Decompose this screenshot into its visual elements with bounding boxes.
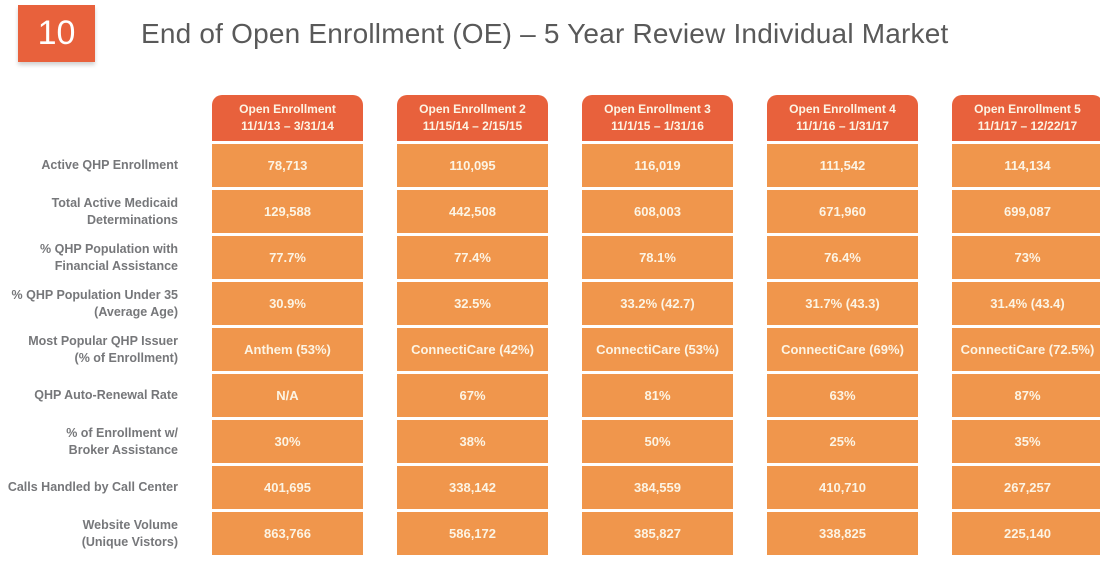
table-cell: 67% [397,374,548,417]
row-label: Calls Handled by Call Center [7,480,178,495]
table-cell: 31.4% (43.4) [952,282,1100,325]
row-label: QHP Auto-Renewal Rate [34,388,178,403]
row-label: Total Active Medicaid Determinations [51,195,178,227]
table-row-active-qhp-enrollment: Active QHP Enrollment 78,713 110,095 116… [0,144,1100,187]
table-cell: 111,542 [767,144,918,187]
table-cell: 38% [397,420,548,463]
table-cell: 87% [952,374,1100,417]
table-cell: 30% [212,420,363,463]
table-cell: 338,825 [767,512,918,555]
table-cell: 114,134 [952,144,1100,187]
table-cell: 401,695 [212,466,363,509]
table-cell: 81% [582,374,733,417]
column-title: Open Enrollment 5 [974,102,1081,117]
table-cell: 77.4% [397,236,548,279]
table-cell: 110,095 [397,144,548,187]
open-enrollment-table: Open Enrollment 11/1/13 – 3/31/14 Open E… [0,95,1100,558]
table-cell: 31.7% (43.3) [767,282,918,325]
table-cell: 267,257 [952,466,1100,509]
table-cell: ConnectiCare (69%) [767,328,918,371]
table-row-medicaid-determinations: Total Active Medicaid Determinations 129… [0,190,1100,233]
table-cell: ConnectiCare (53%) [582,328,733,371]
table-cell: 30.9% [212,282,363,325]
table-cell: 671,960 [767,190,918,233]
table-cell: 586,172 [397,512,548,555]
table-cell: 608,003 [582,190,733,233]
table-cell: 73% [952,236,1100,279]
table-row-call-center: Calls Handled by Call Center 401,695 338… [0,466,1100,509]
column-title: Open Enrollment 4 [789,102,896,117]
table-cell: 699,087 [952,190,1100,233]
row-label: % of Enrollment w/ Broker Assistance [66,425,178,457]
row-label: Active QHP Enrollment [41,158,178,173]
table-cell: 78,713 [212,144,363,187]
table-cell: 63% [767,374,918,417]
table-cell: 77.7% [212,236,363,279]
table-cell: 338,142 [397,466,548,509]
table-cell: 35% [952,420,1100,463]
table-cell: 385,827 [582,512,733,555]
table-row-financial-assistance: % QHP Population with Financial Assistan… [0,236,1100,279]
table-row-auto-renewal: QHP Auto-Renewal Rate N/A 67% 81% 63% 87… [0,374,1100,417]
column-dates: 11/15/14 – 2/15/15 [422,119,523,133]
table-cell: 384,559 [582,466,733,509]
row-label: Most Popular QHP Issuer (% of Enrollment… [28,333,178,365]
table-cell: 442,508 [397,190,548,233]
column-header-oe2: Open Enrollment 2 11/15/14 – 2/15/15 [397,95,548,141]
table-cell: 116,019 [582,144,733,187]
column-title: Open Enrollment 3 [604,102,711,117]
table-cell: 32.5% [397,282,548,325]
table-row-popular-issuer: Most Popular QHP Issuer (% of Enrollment… [0,328,1100,371]
table-cell: ConnectiCare (42%) [397,328,548,371]
row-label: Website Volume (Unique Vistors) [81,517,178,549]
table-row-broker-assistance: % of Enrollment w/ Broker Assistance 30%… [0,420,1100,463]
table-cell: 50% [582,420,733,463]
table-cell: Anthem (53%) [212,328,363,371]
table-cell: 410,710 [767,466,918,509]
slide-title: End of Open Enrollment (OE) – 5 Year Rev… [141,18,949,49]
column-dates: 11/1/13 – 3/31/14 [241,119,334,133]
table-cell: 129,588 [212,190,363,233]
column-header-oe1: Open Enrollment 11/1/13 – 3/31/14 [212,95,363,141]
slide-header: 10 End of Open Enrollment (OE) – 5 Year … [0,0,1100,72]
table-cell: 78.1% [582,236,733,279]
column-header-oe4: Open Enrollment 4 11/1/16 – 1/31/17 [767,95,918,141]
column-header-oe3: Open Enrollment 3 11/1/15 – 1/31/16 [582,95,733,141]
table-row-website-volume: Website Volume (Unique Vistors) 863,766 … [0,512,1100,555]
page-number-badge: 10 [18,5,95,62]
table-row-under-35: % QHP Population Under 35 (Average Age) … [0,282,1100,325]
table-cell: 25% [767,420,918,463]
table-cell: N/A [212,374,363,417]
table-cell: 76.4% [767,236,918,279]
column-dates: 11/1/16 – 1/31/17 [796,119,889,133]
column-title: Open Enrollment [239,102,336,117]
column-title: Open Enrollment 2 [419,102,526,117]
row-label: % QHP Population Under 35 (Average Age) [11,287,178,319]
header-spacer [0,95,178,141]
table-cell: 225,140 [952,512,1100,555]
column-dates: 11/1/15 – 1/31/16 [611,119,704,133]
column-header-oe5: Open Enrollment 5 11/1/17 – 12/22/17 [952,95,1100,141]
row-label: % QHP Population with Financial Assistan… [40,241,178,273]
table-cell: 863,766 [212,512,363,555]
column-dates: 11/1/17 – 12/22/17 [977,119,1078,133]
table-cell: ConnectiCare (72.5%) [952,328,1100,371]
table-cell: 33.2% (42.7) [582,282,733,325]
table-header-row: Open Enrollment 11/1/13 – 3/31/14 Open E… [0,95,1100,141]
